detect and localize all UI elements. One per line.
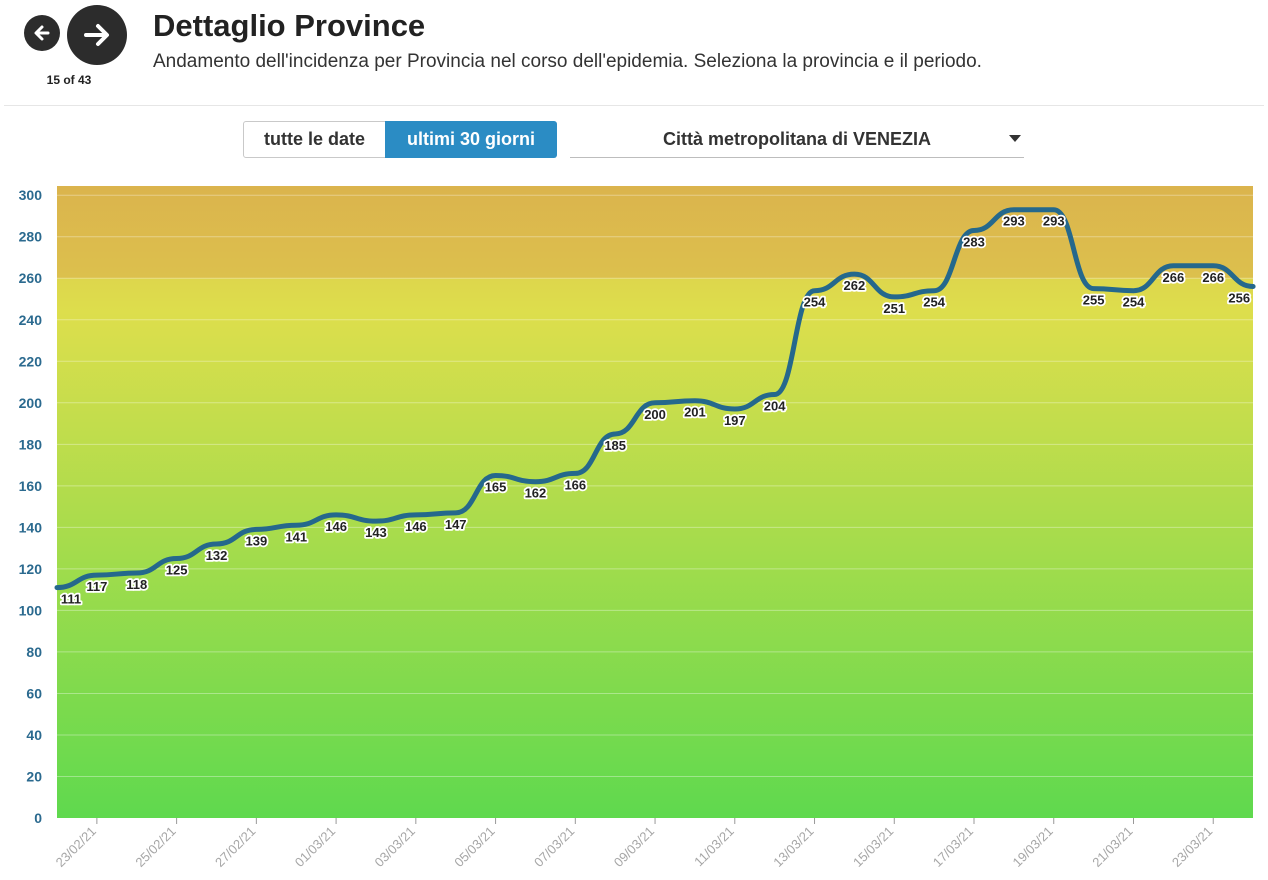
x-tick-label: 21/03/21 xyxy=(1089,824,1135,870)
x-tick-label: 25/02/21 xyxy=(132,824,178,870)
series-line xyxy=(54,207,1256,591)
caret-down-icon xyxy=(1009,135,1021,142)
data-label: 132 xyxy=(206,548,228,563)
data-label: 256 xyxy=(1228,291,1250,306)
x-tick-label: 05/03/21 xyxy=(451,824,497,870)
y-tick-label: 160 xyxy=(19,478,43,494)
next-button[interactable] xyxy=(67,5,127,65)
y-tick-label: 300 xyxy=(19,187,43,203)
data-label: 251 xyxy=(883,301,905,316)
data-label: 125 xyxy=(166,563,188,578)
data-label: 146 xyxy=(325,519,347,534)
data-label: 139 xyxy=(245,533,267,548)
data-label: 262 xyxy=(844,278,866,293)
data-label: 185 xyxy=(604,438,626,453)
data-label: 111 xyxy=(61,592,81,607)
arrow-right-icon xyxy=(84,24,109,46)
data-label: 255 xyxy=(1083,293,1105,308)
data-label: 117 xyxy=(86,579,107,594)
data-label: 166 xyxy=(564,477,586,492)
y-tick-label: 100 xyxy=(19,602,43,618)
x-tick-label: 17/03/21 xyxy=(930,824,976,870)
page-title: Dettaglio Province xyxy=(153,8,426,43)
page-subtitle: Andamento dell'incidenza per Provincia n… xyxy=(153,51,982,72)
data-label: 118 xyxy=(126,577,147,592)
province-select-value: Città metropolitana di VENEZIA xyxy=(662,128,932,149)
y-tick-label: 20 xyxy=(26,768,42,784)
data-label: 197 xyxy=(724,413,746,428)
y-tick-label: 260 xyxy=(19,270,43,286)
x-tick-label: 09/03/21 xyxy=(611,824,657,870)
x-tick-label: 23/03/21 xyxy=(1169,824,1215,870)
data-label: 283 xyxy=(963,234,985,249)
data-label: 266 xyxy=(1202,270,1224,285)
header-divider xyxy=(4,105,1264,106)
y-tick-label: 0 xyxy=(34,810,42,826)
data-label: 204 xyxy=(764,398,786,413)
x-tick-label: 19/03/21 xyxy=(1009,824,1055,870)
y-tick-label: 140 xyxy=(19,519,43,535)
x-tick-label: 01/03/21 xyxy=(292,824,338,870)
x-tick-label: 27/02/21 xyxy=(212,824,258,870)
y-tick-label: 80 xyxy=(26,644,42,660)
all-dates-button[interactable]: tutte le date xyxy=(243,121,386,158)
data-label: 201 xyxy=(684,405,706,420)
x-tick-label: 11/03/21 xyxy=(691,824,737,870)
y-tick-label: 60 xyxy=(26,685,42,701)
x-tick-label: 03/03/21 xyxy=(372,824,418,870)
plot-high-band xyxy=(57,186,1253,279)
data-label: 147 xyxy=(445,517,467,532)
y-tick-label: 200 xyxy=(19,395,43,411)
arrow-left-icon xyxy=(34,25,50,41)
slide-counter: 15 of 43 xyxy=(46,73,92,87)
x-tick-label: 07/03/21 xyxy=(531,824,577,870)
plot-background xyxy=(57,186,1253,818)
y-tick-label: 40 xyxy=(26,727,42,743)
data-label: 254 xyxy=(1123,295,1145,310)
y-tick-label: 120 xyxy=(19,561,43,577)
data-label: 266 xyxy=(1163,270,1185,285)
x-tick-label: 13/03/21 xyxy=(770,824,816,870)
data-label: 141 xyxy=(285,529,307,544)
data-label: 254 xyxy=(923,295,945,310)
data-label: 200 xyxy=(644,407,666,422)
data-label: 165 xyxy=(485,479,507,494)
last-30-days-button[interactable]: ultimi 30 giorni xyxy=(385,121,557,158)
province-select[interactable]: Città metropolitana di VENEZIA xyxy=(570,121,1024,158)
data-label: 143 xyxy=(365,525,387,540)
previous-button[interactable] xyxy=(24,15,60,51)
data-label: 146 xyxy=(405,519,427,534)
y-tick-label: 240 xyxy=(19,312,43,328)
data-label: 162 xyxy=(525,486,547,501)
y-tick-label: 280 xyxy=(19,229,43,245)
y-tick-label: 220 xyxy=(19,353,43,369)
data-label: 254 xyxy=(804,295,826,310)
x-tick-label: 15/03/21 xyxy=(850,824,896,870)
y-tick-label: 180 xyxy=(19,436,43,452)
x-tick-label: 23/02/21 xyxy=(53,824,99,870)
data-label: 293 xyxy=(1043,214,1065,229)
data-label: 293 xyxy=(1003,214,1025,229)
